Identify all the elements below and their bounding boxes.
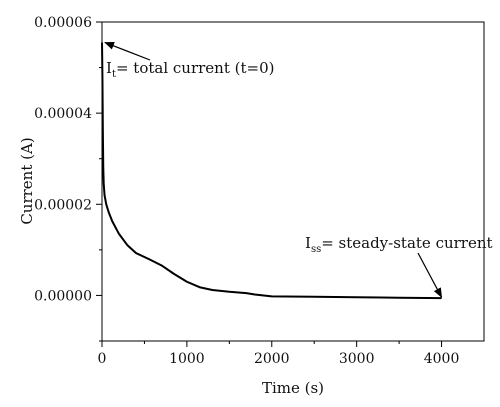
x-tick-label: 3000: [339, 351, 375, 367]
total-current-arrow: [104, 41, 151, 61]
y-tick-label: 0.00000: [34, 288, 92, 304]
x-tick-label: 2000: [254, 351, 290, 367]
steady-state-subscript: ss: [311, 244, 321, 255]
steady-state-symbol: I: [305, 234, 311, 252]
x-axis-ticks: 0 1000 2000 3000 4000: [98, 341, 460, 367]
y-tick-label: 0.00006: [34, 15, 92, 31]
x-axis-title: Time (s): [262, 379, 324, 397]
steady-state-annotation: Iss= steady-state current: [305, 234, 493, 299]
axes: [101, 21, 485, 342]
total-current-subscript: t: [112, 69, 116, 80]
y-axis-title: Current (A): [18, 137, 36, 224]
steady-state-text: = steady-state current: [321, 234, 492, 252]
series-line: [101, 42, 442, 300]
x-tick-label: 4000: [424, 351, 460, 367]
steady-state-arrow: [417, 252, 443, 299]
y-tick-label: 0.00004: [34, 106, 92, 122]
total-current-text: = total current (t=0): [116, 59, 275, 77]
series-layer: [101, 42, 442, 300]
plot-frame: [101, 21, 485, 342]
total-current-symbol: I: [106, 59, 112, 77]
steady-state-label: Iss= steady-state current: [305, 234, 493, 255]
y-tick-label: 0.00002: [34, 197, 92, 213]
total-current-label: It= total current (t=0): [106, 59, 274, 80]
x-tick-label: 1000: [169, 351, 205, 367]
x-tick-label: 0: [98, 351, 107, 367]
y-axis-ticks: 0.00000 0.00002 0.00004 0.00006: [34, 15, 102, 342]
total-current-annotation: It= total current (t=0): [104, 41, 274, 80]
